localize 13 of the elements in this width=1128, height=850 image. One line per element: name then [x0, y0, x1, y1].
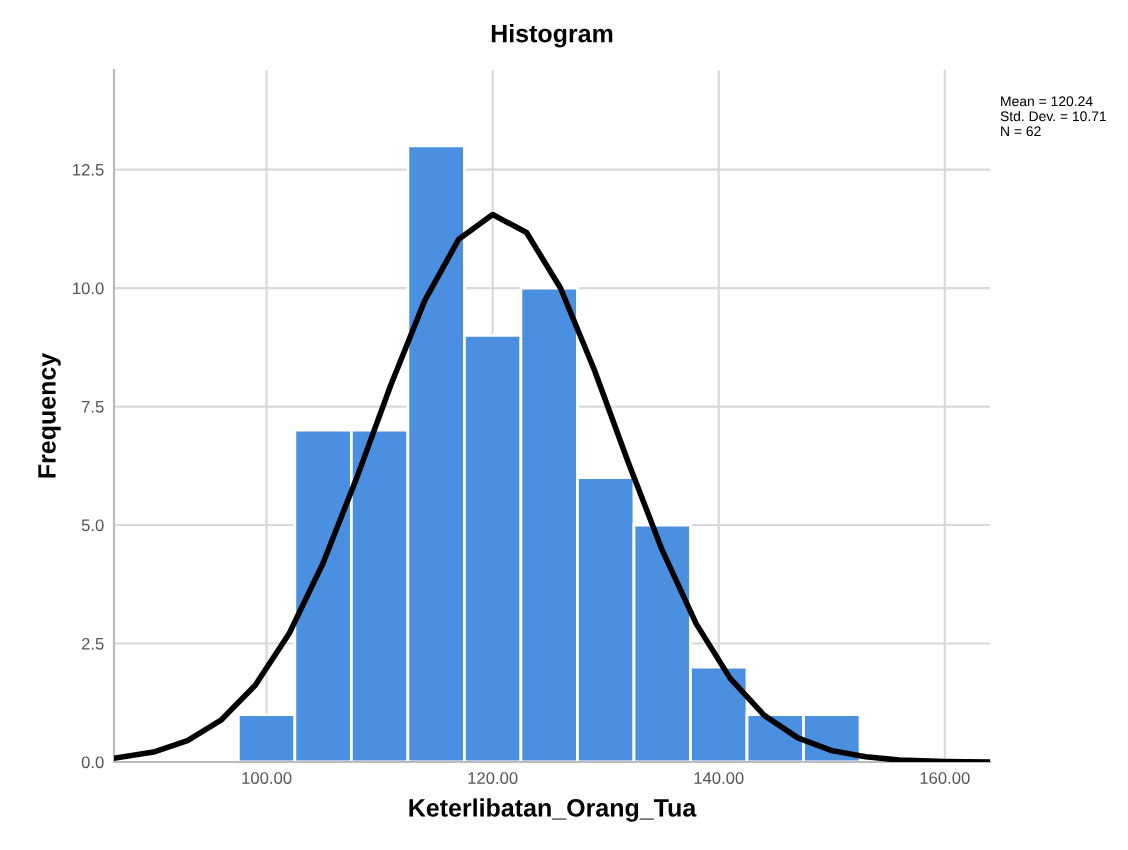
- x-tick-label: 140.00: [694, 772, 744, 784]
- y-tick-label: 0.0: [81, 756, 104, 769]
- x-axis-title: Keterlibatan_Orang_Tua: [409, 798, 697, 822]
- y-axis-title: Frequency: [38, 352, 61, 478]
- y-tick-label: 7.5: [81, 401, 104, 413]
- y-tick-label: 2.5: [81, 637, 104, 650]
- x-tick-label: 160.00: [920, 772, 970, 784]
- y-tick-label: 10.0: [73, 282, 104, 295]
- y-tick-label: 5.0: [81, 519, 104, 532]
- x-tick-label: 120.00: [468, 772, 518, 784]
- x-tick-label: 100.00: [242, 772, 292, 784]
- y-tick-label: 12.5: [73, 163, 104, 176]
- chart-title: Histogram: [491, 24, 613, 48]
